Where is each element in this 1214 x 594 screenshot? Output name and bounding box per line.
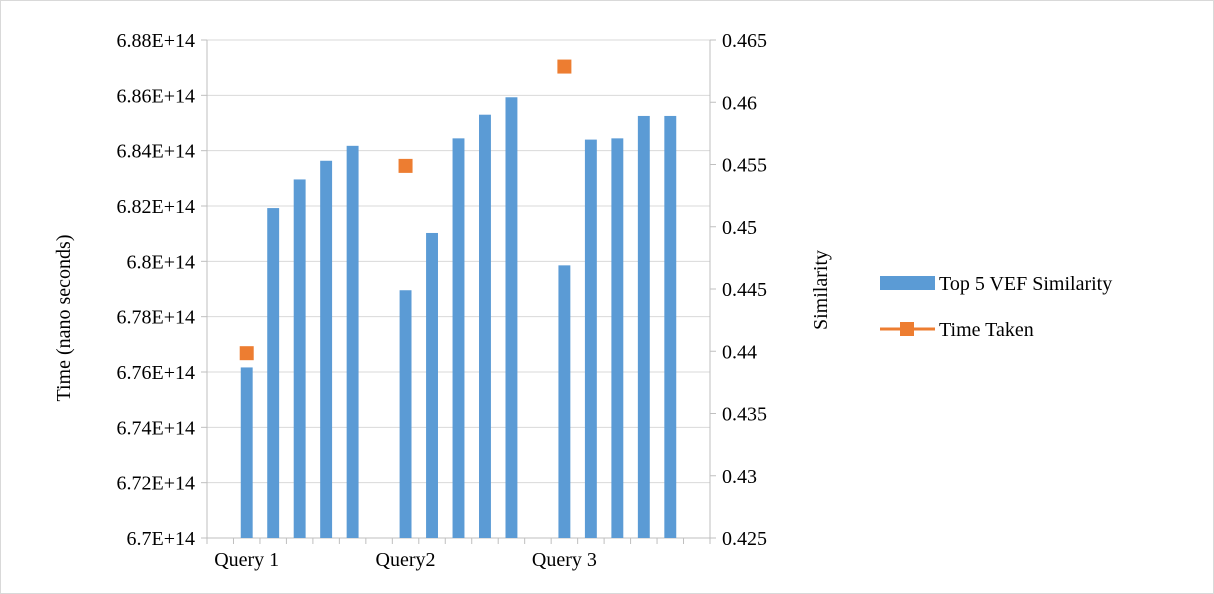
marker-series [239,59,572,361]
time-marker [239,346,254,361]
left-axis-ticks: 6.7E+14 6.72E+14 6.74E+14 6.76E+14 6.78E+14 6… [117,30,196,550]
bar [637,115,650,538]
right-tick-label: 0.445 [722,279,767,301]
right-tick-label: 0.455 [722,155,767,177]
bar [399,290,412,538]
bar [346,145,359,538]
bar [584,139,597,538]
left-tick-label: 6.76E+14 [117,362,196,384]
legend-swatch-bar [880,276,935,290]
left-tick-label: 6.82E+14 [117,196,196,218]
bar [267,208,280,538]
legend-label-marker: Time Taken [939,319,1034,341]
right-tick-label: 0.465 [722,30,767,52]
category-labels: Query 1 Query2 Query 3 [214,549,597,571]
y-axis-title: Time (nano seconds) [53,234,75,401]
legend-label-bar: Top 5 VEF Similarity [939,273,1112,295]
bar [479,114,491,538]
category-label: Query 3 [532,549,597,571]
right-axis-ticks: 0.425 0.43 0.435 0.44 0.445 0.45 0.455 0.46 0.46… [722,30,767,550]
right-tick-label: 0.425 [722,528,767,550]
left-tick-label: 6.8E+14 [127,251,196,273]
right-tick-label: 0.43 [722,466,757,488]
bar [426,232,438,538]
left-tick-label: 6.88E+14 [117,30,196,52]
right-tick-label: 0.435 [722,404,767,426]
bar [240,367,253,538]
right-tick-label: 0.46 [722,92,757,114]
time-marker [398,158,413,173]
time-marker [557,59,572,74]
left-tick-label: 6.7E+14 [127,528,196,550]
category-label: Query2 [376,549,436,571]
bar [320,160,333,538]
bar [558,265,571,538]
bar [452,138,465,539]
left-tick-label: 6.74E+14 [117,417,196,439]
left-tick-label: 6.78E+14 [117,307,196,329]
right-tick-label: 0.44 [722,341,757,363]
legend-swatch-marker [900,322,914,336]
bar-series [240,97,677,539]
gridlines [207,39,710,484]
legend: Top 5 VEF Similarity Time Taken [880,273,1112,341]
y2-axis-title: Similarity [810,250,832,330]
left-tick-label: 6.84E+14 [117,141,196,163]
bar [293,179,306,538]
category-label: Query 1 [214,549,279,571]
bar [611,138,624,539]
bar [664,115,677,538]
right-tick-label: 0.45 [722,217,757,239]
axes [201,39,716,544]
bar [505,97,518,539]
left-tick-label: 6.72E+14 [117,473,196,495]
left-tick-label: 6.86E+14 [117,85,196,107]
